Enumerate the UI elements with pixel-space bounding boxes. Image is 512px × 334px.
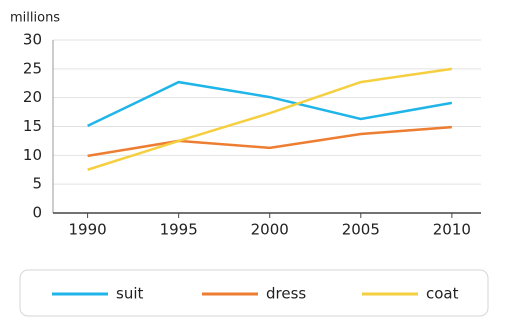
y-tick-label: 10: [23, 146, 42, 164]
legend-label: dress: [266, 285, 306, 303]
y-axis-label: millions: [10, 11, 60, 26]
x-tick-label: 1990: [69, 221, 107, 239]
x-tick-label: 1995: [160, 221, 198, 239]
y-tick-label: 20: [23, 88, 42, 106]
line: [87, 125, 452, 158]
y-tick-label: 30: [23, 31, 42, 49]
y-tick-label: 15: [23, 117, 42, 135]
y-tick-label: 5: [32, 175, 42, 193]
legend-label: suit: [116, 285, 143, 303]
x-tick-label: 2000: [251, 221, 289, 239]
y-tick-label: 0: [32, 204, 42, 222]
line: [87, 80, 453, 128]
x-tick-label: 2010: [433, 221, 471, 239]
x-tick-label: 2005: [342, 221, 380, 239]
y-tick-label: 25: [23, 59, 42, 77]
line: [87, 67, 453, 171]
legend-label: coat: [426, 285, 459, 303]
